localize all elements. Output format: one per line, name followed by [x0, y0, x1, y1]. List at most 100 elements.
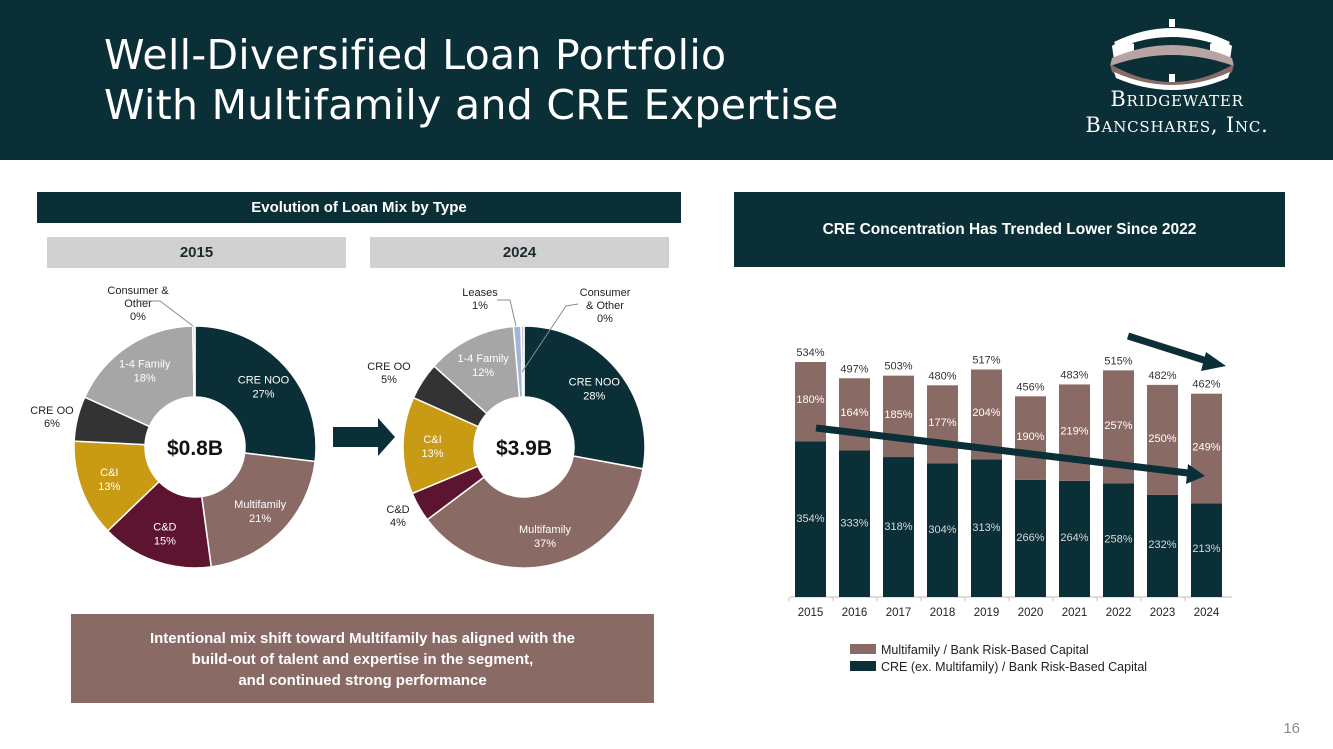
- bar-multifamily-2023: [1147, 384, 1178, 495]
- bar-multifamily-2021: [1059, 384, 1090, 481]
- logo-line-1: Bridgewater: [1110, 87, 1244, 111]
- bar-label-cre-2024: 213%: [1192, 543, 1220, 555]
- pie-value-cre-oo: 5%: [381, 374, 397, 386]
- right-arrow-icon: [333, 418, 395, 456]
- bar-cre-2015: [795, 441, 826, 597]
- pie-label-consumer-other-1: & Other: [586, 300, 624, 312]
- bar-cre-2022: [1103, 483, 1134, 597]
- bar-cre-2020: [1015, 479, 1046, 597]
- pie-value-c-d: 4%: [390, 517, 406, 529]
- x-tick-label-2022: 2022: [1106, 607, 1132, 619]
- x-tick-label-2018: 2018: [930, 607, 956, 619]
- bar-label-cre-2017: 318%: [884, 521, 912, 533]
- pie-value-1-4-family: 12%: [472, 367, 494, 379]
- x-tick-label-2021: 2021: [1062, 607, 1088, 619]
- bar-label-cre-2023: 232%: [1148, 539, 1176, 551]
- bar-total-2015: 534%: [796, 347, 824, 359]
- bar-label-multifamily-2018: 177%: [928, 417, 956, 429]
- bar-multifamily-2018: [927, 385, 958, 464]
- legend-label-multifamily: Multifamily / Bank Risk-Based Capital: [881, 643, 1089, 657]
- pie-value-consumer-other: 0%: [597, 313, 613, 325]
- trend-arrow-long: [815, 424, 1189, 477]
- pie-label-c-i: C&I: [100, 467, 118, 479]
- bar-cre-2024: [1191, 503, 1222, 597]
- bridgewater-logo-icon: [1110, 19, 1234, 90]
- bar-cre-2019: [971, 459, 1002, 597]
- pie-slice-consumer-other: [191, 325, 196, 398]
- logo-wordmark: Bridgewater Bancshares, Inc.: [1062, 86, 1292, 138]
- x-tick-label-2019: 2019: [974, 607, 1000, 619]
- leader-line-consumer-other: [138, 300, 194, 327]
- pie-slice-1-4-family: [83, 325, 195, 428]
- bar-label-cre-2021: 264%: [1060, 532, 1088, 544]
- pie-value-multifamily: 37%: [534, 538, 556, 550]
- pie-value-cre-noo: 28%: [583, 390, 605, 402]
- pie-slice-cre-noo: [523, 325, 646, 470]
- bar-total-2022: 515%: [1104, 355, 1132, 367]
- bar-multifamily-2020: [1015, 396, 1046, 480]
- pie-label-leases: Leases: [462, 287, 498, 299]
- pie-label-c-d: C&D: [153, 521, 176, 533]
- cre-concentration-title: CRE Concentration Has Trended Lower Sinc…: [734, 192, 1285, 267]
- pie-label-multifamily: Multifamily: [234, 499, 286, 511]
- pie-value-consumer-other: 0%: [130, 311, 146, 323]
- trend-arrow-short-head-icon: [1201, 352, 1226, 371]
- x-tick-label-2017: 2017: [886, 607, 912, 619]
- page-title: Well-Diversified Loan Portfolio With Mul…: [104, 30, 839, 130]
- title-line-1: Well-Diversified Loan Portfolio: [104, 31, 727, 79]
- leader-line-leases: [497, 299, 517, 327]
- bar-label-cre-2016: 333%: [840, 518, 868, 530]
- bar-label-cre-2019: 313%: [972, 522, 1000, 534]
- pie-chart-2024: CRE NOO 28% Multifamily 37% C&D4% C&I 13% CRE O…: [367, 287, 646, 569]
- x-tick-label-2023: 2023: [1150, 607, 1176, 619]
- x-tick-label-2015: 2015: [798, 607, 824, 619]
- legend-swatch-multifamily: [850, 644, 876, 654]
- pie-slice-multifamily: [200, 452, 316, 568]
- bar-total-2021: 483%: [1060, 369, 1088, 381]
- bar-multifamily-2024: [1191, 393, 1222, 504]
- pie-value-c-i: 13%: [421, 448, 443, 460]
- bar-label-cre-2020: 266%: [1016, 532, 1044, 544]
- bar-cre-2016: [839, 450, 870, 597]
- bar-multifamily-2017: [883, 375, 914, 458]
- bar-total-2018: 480%: [928, 370, 956, 382]
- x-tick-label-2016: 2016: [842, 607, 868, 619]
- pie-label-cre-oo: CRE OO: [367, 361, 411, 373]
- pie-label-c-i: C&I: [423, 434, 441, 446]
- pie-label-c-d: C&D: [386, 504, 409, 516]
- pie-value-multifamily: 21%: [249, 513, 271, 525]
- pie-value-cre-noo: 27%: [252, 388, 274, 400]
- mix-shift-callout: Intentional mix shift toward Multifamily…: [71, 614, 654, 703]
- pie-label-consumer-other: Consumer &: [107, 285, 169, 297]
- bar-multifamily-2016: [839, 378, 870, 451]
- leader-line-consumer-other: [521, 303, 579, 373]
- trend-arrow-long-head-icon: [1186, 464, 1205, 484]
- bar-cre-2023: [1147, 494, 1178, 597]
- pie-value-c-d: 15%: [154, 535, 176, 547]
- bar-label-cre-2022: 258%: [1104, 534, 1132, 546]
- pie-value-cre-oo: 6%: [44, 418, 60, 430]
- bar-cre-2017: [883, 457, 914, 597]
- pie-label-cre-noo: CRE NOO: [238, 374, 290, 386]
- bar-chart-cre-concentration: 354% 180% 534% 2015 333% 164% 497% 2016 318% 185%…: [788, 332, 1232, 674]
- trend-arrow-short: [1126, 332, 1212, 366]
- pie-label-consumer-other: Consumer: [580, 287, 631, 299]
- callout-line-1: Intentional mix shift toward Multifamily…: [149, 630, 576, 647]
- logo-line-2: Bancshares, Inc.: [1085, 113, 1269, 137]
- bar-label-multifamily-2016: 164%: [840, 407, 868, 419]
- pie-label-consumer-other-1: Other: [124, 298, 152, 310]
- pie-chart-2015: CRE NOO 27% Multifamily 21% C&D 15% C&I 13% CRE …: [30, 285, 317, 569]
- bar-label-multifamily-2019: 204%: [972, 407, 1000, 419]
- pie-label-cre-oo: CRE OO: [30, 405, 74, 417]
- bar-cre-2021: [1059, 480, 1090, 597]
- pie-slice-consumer-other: [520, 325, 525, 398]
- pie-label-1-4-family: 1-4 Family: [457, 353, 509, 365]
- bar-total-2023: 482%: [1148, 370, 1176, 382]
- pie-label-multifamily: Multifamily: [519, 524, 571, 536]
- year-2015-label: 2015: [47, 237, 346, 268]
- header-banner: Well-Diversified Loan Portfolio With Mul…: [0, 0, 1333, 160]
- bar-cre-2018: [927, 463, 958, 597]
- bar-label-multifamily-2023: 250%: [1148, 433, 1176, 445]
- bar-label-multifamily-2015: 180%: [796, 394, 824, 406]
